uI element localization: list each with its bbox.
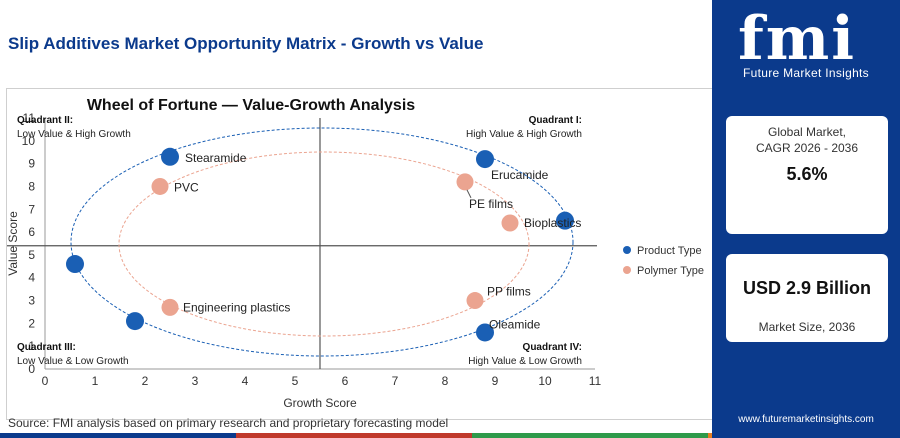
x-tick-label: 1 — [92, 374, 99, 388]
legend-label: Product Type — [637, 245, 702, 257]
x-tick-label: 5 — [292, 374, 299, 388]
data-points: Stearamide Erucamide Oleamide PVC PE films Bi… — [66, 147, 581, 342]
point-label: PP films — [487, 285, 531, 299]
label-leader-line — [466, 189, 472, 199]
polymer-ellipse — [118, 151, 530, 337]
polymer-point[interactable] — [161, 298, 179, 316]
point-label: Stearamide — [185, 151, 247, 165]
polymer-point[interactable] — [466, 292, 484, 310]
cagr-card: Global Market, CAGR 2026 - 2036 5.6% — [726, 116, 888, 234]
y-tick-label: 4 — [28, 271, 35, 285]
x-tick-label: 9 — [492, 374, 499, 388]
product-point[interactable] — [66, 255, 84, 274]
x-tick-label: 8 — [442, 374, 449, 388]
axes: 0 1 2 3 4 5 6 7 8 9 10 11 0 1 2 3 4 5 6 7 8 9 10 11 Growth Score… — [7, 111, 602, 410]
quadrant-description: High Value & High Growth — [466, 129, 582, 140]
y-tick-label: 10 — [22, 134, 36, 148]
cagr-label-line1: Global Market, — [767, 125, 847, 139]
x-tick-label: 11 — [589, 374, 602, 388]
bar-segment-navy — [0, 433, 236, 438]
website-link[interactable]: www.futuremarketinsights.com — [738, 414, 874, 425]
y-tick-label: 8 — [28, 179, 35, 193]
y-tick-label: 1 — [28, 339, 35, 353]
polymer-point[interactable] — [456, 173, 474, 191]
product-ellipse — [70, 127, 574, 357]
y-tick-label: 11 — [23, 111, 36, 125]
x-tick-label: 2 — [142, 374, 149, 388]
y-tick-label: 5 — [28, 248, 35, 262]
product-point[interactable] — [476, 150, 494, 169]
y-tick-label: 6 — [28, 225, 35, 239]
product-point[interactable] — [161, 147, 179, 166]
chart-title: Wheel of Fortune — Value-Growth Analysis — [87, 97, 415, 114]
quadrant-labels: Quadrant II: Low Value & High Growth Quadr… — [17, 115, 582, 367]
bar-segment-red — [236, 433, 472, 438]
legend-label: Polymer Type — [637, 265, 704, 277]
x-tick-label: 0 — [42, 374, 49, 388]
point-label: Engineering plastics — [183, 300, 290, 314]
quadrant-description: High Value & Low Growth — [468, 356, 582, 367]
fmi-logo[interactable]: fmi Future Market Insights — [712, 0, 900, 90]
bar-segment-green — [472, 433, 708, 438]
cagr-value: 5.6% — [786, 164, 828, 184]
quadrant-name: Quadrant II: — [17, 115, 73, 126]
market-size-card: USD 2.9 Billion — [726, 254, 888, 342]
polymer-point[interactable] — [501, 214, 519, 232]
product-point[interactable] — [556, 211, 574, 230]
legend: Product Type Polymer Type — [623, 245, 704, 277]
x-tick-label: 6 — [342, 374, 349, 388]
x-tick-label: 3 — [192, 374, 199, 388]
point-label: Oleamide — [489, 317, 541, 331]
product-point[interactable] — [126, 312, 144, 331]
product-point[interactable] — [476, 323, 494, 342]
point-label: PE films — [469, 197, 513, 211]
point-label: Bioplastics — [524, 216, 581, 230]
x-tick-label: 10 — [538, 374, 552, 388]
opportunity-matrix-chart: Wheel of Fortune — Value-Growth Analysis… — [7, 97, 704, 410]
quadrant-name: Quadrant IV: — [523, 342, 582, 353]
page-title: Slip Additives Market Opportunity Matrix… — [8, 34, 484, 53]
source-note: Source: FMI analysis based on primary re… — [8, 416, 449, 430]
quadrant-description: Low Value & High Growth — [17, 129, 131, 140]
quadrant-name: Quadrant III: — [17, 342, 76, 353]
y-axis-label: Value Score — [7, 211, 20, 276]
point-label: PVC — [174, 180, 199, 194]
market-size-value: USD 2.9 Billion — [742, 278, 872, 298]
y-tick-label: 3 — [28, 294, 35, 308]
x-axis-label: Growth Score — [283, 396, 357, 410]
point-label: Erucamide — [491, 168, 549, 182]
ellipses — [70, 127, 574, 357]
side-panel: fmi Future Market Insights Global Market… — [712, 0, 900, 438]
legend-marker — [623, 266, 631, 274]
chart-frame: Wheel of Fortune — Value-Growth Analysis… — [6, 88, 716, 420]
quadrant-description: Low Value & Low Growth — [17, 356, 129, 367]
market-size-label: Market Size, 2036 — [758, 320, 856, 334]
logo-mark: fmi — [738, 4, 857, 74]
y-tick-label: 0 — [28, 362, 35, 376]
polymer-point[interactable] — [151, 177, 169, 195]
x-tick-label: 4 — [242, 374, 249, 388]
y-tick-label: 2 — [28, 316, 35, 330]
cagr-label-line2: CAGR 2026 - 2036 — [755, 141, 859, 155]
logo-text: Future Market Insights — [743, 66, 869, 80]
legend-marker — [623, 246, 631, 254]
y-tick-label: 9 — [28, 157, 35, 171]
quadrant-name: Quadrant I: — [529, 115, 582, 126]
x-tick-label: 7 — [392, 374, 399, 388]
y-tick-label: 7 — [28, 202, 35, 216]
